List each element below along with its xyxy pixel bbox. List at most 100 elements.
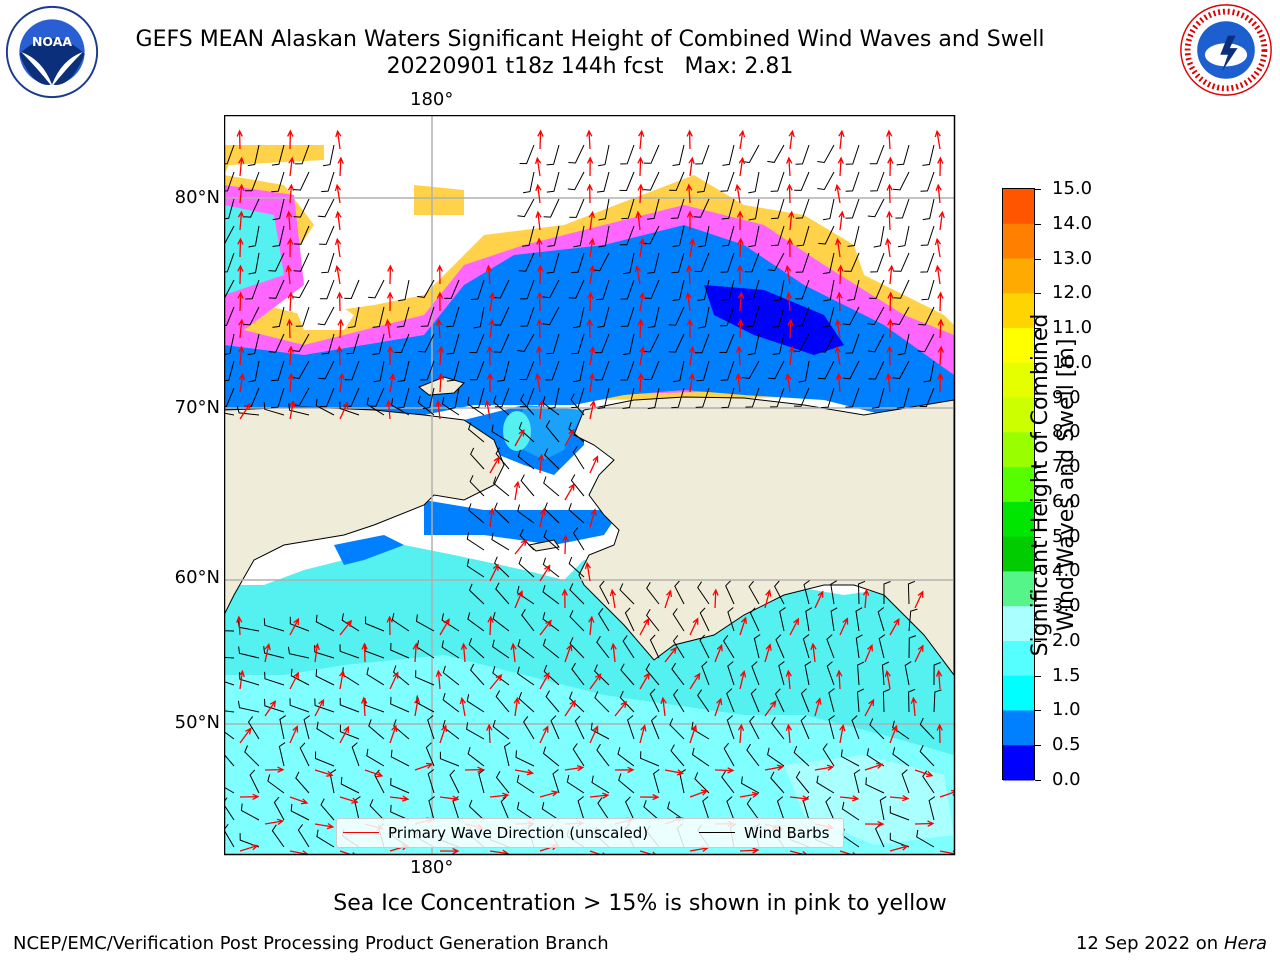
wind-barb bbox=[224, 681, 235, 686]
wind-barb bbox=[767, 144, 785, 163]
wave-arrow bbox=[486, 723, 493, 744]
wind-barb bbox=[492, 666, 510, 686]
wind-barb bbox=[919, 387, 935, 408]
wind-barb bbox=[493, 395, 510, 416]
wind-barb bbox=[391, 612, 410, 632]
wave-arrow bbox=[939, 850, 954, 854]
wind-barb bbox=[840, 749, 860, 767]
wind-barb bbox=[366, 397, 385, 416]
wave-arrow bbox=[889, 844, 909, 852]
wave-arrow bbox=[513, 696, 520, 717]
wind-barb bbox=[249, 769, 260, 794]
colorbar-tick-mark bbox=[1035, 745, 1041, 747]
wind-barb bbox=[287, 646, 310, 659]
wind-barb bbox=[627, 715, 635, 740]
wind-barb bbox=[545, 690, 560, 713]
wind-barb bbox=[771, 716, 785, 740]
wind-barb bbox=[826, 634, 835, 659]
wind-barb bbox=[742, 360, 760, 380]
colorbar-tick-mark bbox=[1035, 467, 1041, 469]
wind-barb bbox=[594, 333, 610, 354]
wave-arrow bbox=[387, 345, 394, 366]
wind-barb bbox=[672, 688, 685, 713]
wind-barb bbox=[746, 306, 760, 328]
wind-barb bbox=[516, 774, 535, 794]
wind-barb bbox=[267, 774, 285, 794]
wave-arrow bbox=[939, 789, 954, 798]
wave-arrow bbox=[489, 849, 510, 854]
wave-arrow bbox=[238, 372, 246, 393]
wind-barb bbox=[315, 614, 335, 632]
wind-barb bbox=[369, 799, 385, 821]
wind-barb bbox=[597, 607, 610, 632]
wind-barb bbox=[314, 751, 335, 767]
wave-arrow bbox=[934, 129, 941, 150]
wave-arrow bbox=[385, 399, 393, 420]
wave-arrow bbox=[789, 795, 810, 802]
wave-arrow bbox=[587, 291, 594, 312]
wind-barb bbox=[767, 252, 785, 272]
wave-arrow bbox=[285, 264, 292, 285]
wave-arrow bbox=[237, 237, 244, 258]
wind-barb bbox=[492, 611, 510, 632]
wind-barb bbox=[749, 607, 760, 632]
wave-arrow bbox=[288, 156, 295, 177]
wind-barb bbox=[272, 306, 285, 328]
wind-barb bbox=[647, 306, 660, 329]
wave-arrow bbox=[735, 345, 743, 366]
wind-barb bbox=[518, 252, 535, 272]
wind-barb bbox=[493, 476, 510, 497]
wave-arrow bbox=[510, 642, 517, 663]
wind-barb bbox=[293, 171, 310, 191]
wind-barb bbox=[316, 721, 335, 740]
wave-arrow bbox=[609, 588, 617, 609]
wave-arrow bbox=[313, 642, 320, 663]
wave-arrow bbox=[737, 237, 744, 258]
wind-barb bbox=[521, 608, 535, 632]
wind-barb bbox=[271, 171, 285, 193]
wind-barb bbox=[744, 252, 760, 273]
wind-barb bbox=[647, 252, 660, 274]
lat-label-60: 60°N bbox=[174, 567, 220, 588]
wave-arrow bbox=[586, 156, 594, 177]
colorbar-tick-label: 13.0 bbox=[1052, 247, 1093, 269]
wind-barb bbox=[566, 774, 585, 794]
wind-barb bbox=[857, 580, 866, 605]
wind-barb bbox=[620, 144, 635, 165]
wind-barb bbox=[698, 225, 710, 248]
wind-barb bbox=[893, 252, 910, 272]
wind-barb bbox=[394, 333, 410, 354]
wave-arrow bbox=[536, 345, 543, 366]
wind-barb bbox=[518, 421, 535, 443]
wind-barb bbox=[596, 635, 610, 659]
wave-arrow bbox=[635, 210, 642, 231]
wave-arrow bbox=[838, 210, 845, 231]
wind-barb bbox=[920, 252, 935, 273]
wind-barb bbox=[620, 663, 635, 686]
wind-barb bbox=[620, 306, 635, 327]
colorbar-band bbox=[1003, 745, 1034, 781]
wind-barb bbox=[494, 502, 510, 524]
wind-barb bbox=[625, 796, 635, 821]
wind-barb bbox=[598, 225, 610, 248]
wind-barb bbox=[570, 393, 585, 416]
wind-barb bbox=[341, 613, 360, 632]
lon-label-top: 180° bbox=[410, 89, 454, 110]
wind-barb bbox=[270, 387, 285, 409]
wave-arrow bbox=[785, 372, 792, 393]
colorbar-tick-mark bbox=[1035, 258, 1041, 260]
max-value: Max: 2.81 bbox=[684, 54, 794, 79]
wave-arrow bbox=[688, 156, 695, 177]
wind-barb bbox=[919, 717, 935, 740]
wind-barb bbox=[719, 306, 735, 327]
wind-barb bbox=[420, 360, 435, 381]
wave-arrow bbox=[537, 129, 544, 150]
wind-barb bbox=[494, 387, 510, 408]
wind-barb bbox=[366, 667, 385, 686]
wind-barb bbox=[845, 198, 860, 219]
wind-barb bbox=[767, 360, 785, 380]
wind-barb bbox=[441, 396, 460, 416]
wave-arrow bbox=[734, 183, 742, 204]
wind-barb bbox=[599, 580, 610, 605]
wind-barb bbox=[889, 832, 910, 848]
